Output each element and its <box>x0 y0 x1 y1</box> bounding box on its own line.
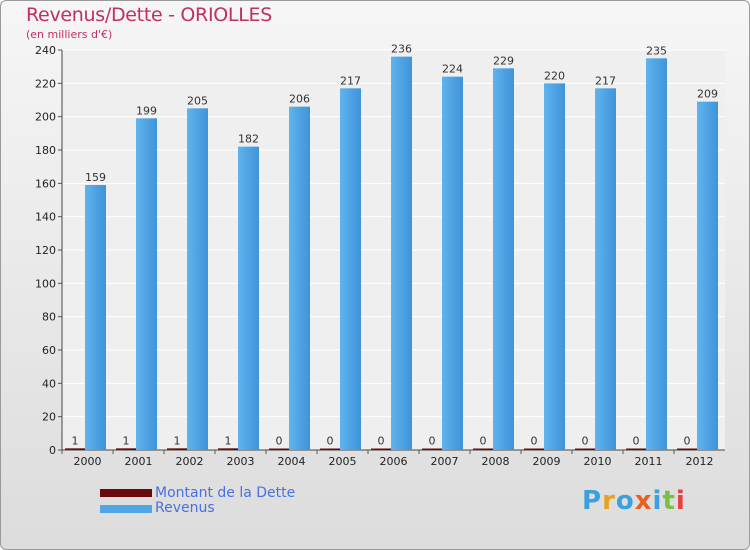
data-label-dette-2012: 0 <box>684 435 691 448</box>
bar-revenus-2000 <box>85 185 106 450</box>
data-label-dette-2009: 0 <box>531 435 538 448</box>
bar-revenus-2011 <box>646 58 667 450</box>
data-label-revenus-2012: 209 <box>697 88 718 101</box>
bar-revenus-2003 <box>238 146 259 450</box>
x-tick-label-2009: 2009 <box>533 455 561 468</box>
y-tick-label-80: 80 <box>42 311 56 324</box>
bar-revenus-2008 <box>493 68 514 450</box>
bar-revenus-2002 <box>187 108 208 450</box>
bar-dette-2000 <box>65 448 85 450</box>
y-tick-label-140: 140 <box>35 211 56 224</box>
bar-revenus-2004 <box>289 106 310 451</box>
y-tick-label-40: 40 <box>42 377 56 390</box>
x-tick-label-2000: 2000 <box>74 455 102 468</box>
y-tick-label-120: 120 <box>35 244 56 257</box>
legend-label-dette: Montant de la Dette <box>155 485 296 501</box>
x-tick-label-2007: 2007 <box>431 455 459 468</box>
bar-dette-2010 <box>575 448 595 450</box>
y-tick-label-0: 0 <box>49 444 56 457</box>
bar-dette-2006 <box>371 448 391 450</box>
legend-swatch-dette <box>100 489 152 497</box>
bar-dette-2002 <box>167 448 187 450</box>
y-tick-label-180: 180 <box>35 144 56 157</box>
bar-revenus-2005 <box>340 88 361 450</box>
x-tick-label-2012: 2012 <box>686 455 714 468</box>
y-tick-label-100: 100 <box>35 277 56 290</box>
bar-revenus-2012 <box>697 101 718 451</box>
data-label-dette-2002: 1 <box>174 434 181 447</box>
bar-revenus-2006 <box>391 56 412 451</box>
x-tick-label-2005: 2005 <box>329 455 357 468</box>
data-label-dette-2000: 1 <box>72 434 79 447</box>
y-tick-label-20: 20 <box>42 411 56 424</box>
y-tick-label-160: 160 <box>35 177 56 190</box>
data-label-revenus-2004: 206 <box>289 93 310 106</box>
y-tick-label-60: 60 <box>42 344 56 357</box>
bar-dette-2005 <box>320 448 340 450</box>
data-label-revenus-2011: 235 <box>646 44 667 57</box>
data-label-dette-2004: 0 <box>276 435 283 448</box>
data-label-dette-2007: 0 <box>429 435 436 448</box>
data-label-dette-2001: 1 <box>123 434 130 447</box>
data-label-dette-2010: 0 <box>582 435 589 448</box>
x-tick-label-2003: 2003 <box>227 455 255 468</box>
x-tick-label-2004: 2004 <box>278 455 306 468</box>
x-tick-label-2001: 2001 <box>125 455 153 468</box>
logo-letter: i <box>652 486 663 516</box>
y-tick-label-220: 220 <box>35 77 56 90</box>
x-tick-label-2006: 2006 <box>380 455 408 468</box>
data-label-revenus-2007: 224 <box>442 63 463 76</box>
bar-dette-2008 <box>473 448 493 450</box>
data-label-dette-2006: 0 <box>378 435 385 448</box>
bar-revenus-2010 <box>595 88 616 450</box>
x-tick-label-2008: 2008 <box>482 455 510 468</box>
logo-letter: t <box>662 486 676 516</box>
data-label-revenus-2003: 182 <box>238 133 259 146</box>
y-tick-label-240: 240 <box>35 44 56 57</box>
bar-dette-2001 <box>116 448 136 450</box>
bar-revenus-2001 <box>136 118 157 450</box>
data-label-dette-2008: 0 <box>480 435 487 448</box>
y-tick-label-200: 200 <box>35 111 56 124</box>
bar-revenus-2009 <box>544 83 565 450</box>
data-label-dette-2003: 1 <box>225 434 232 447</box>
bar-dette-2012 <box>677 448 697 450</box>
bar-dette-2004 <box>269 448 289 450</box>
logo-letter: x <box>634 486 653 516</box>
chart-title: Revenus/Dette - ORIOLLES <box>26 4 272 26</box>
bar-dette-2009 <box>524 448 544 450</box>
y-axis-unit-label: (en milliers d'€) <box>26 28 113 41</box>
data-label-revenus-2000: 159 <box>85 171 106 184</box>
x-tick-label-2002: 2002 <box>176 455 204 468</box>
legend-swatch-revenus <box>100 505 152 513</box>
data-label-revenus-2008: 229 <box>493 54 514 67</box>
logo-letter: i <box>675 486 686 516</box>
data-label-revenus-2009: 220 <box>544 69 565 82</box>
proxiti-logo: Proxiti <box>582 486 686 516</box>
logo-letter: o <box>615 486 635 516</box>
bar-dette-2007 <box>422 448 442 450</box>
data-label-revenus-2001: 199 <box>136 104 157 117</box>
x-tick-label-2011: 2011 <box>635 455 663 468</box>
logo-letter: r <box>602 486 616 516</box>
bar-dette-2011 <box>626 448 646 450</box>
data-label-revenus-2006: 236 <box>391 43 412 56</box>
x-tick-label-2010: 2010 <box>584 455 612 468</box>
logo-letter: P <box>582 486 603 516</box>
data-label-revenus-2010: 217 <box>595 74 616 87</box>
data-label-revenus-2005: 217 <box>340 74 361 87</box>
bar-revenus-2007 <box>442 76 463 451</box>
data-label-revenus-2002: 205 <box>187 94 208 107</box>
legend-label-revenus: Revenus <box>155 500 215 516</box>
bar-dette-2003 <box>218 448 238 450</box>
data-label-dette-2011: 0 <box>633 435 640 448</box>
data-label-dette-2005: 0 <box>327 435 334 448</box>
